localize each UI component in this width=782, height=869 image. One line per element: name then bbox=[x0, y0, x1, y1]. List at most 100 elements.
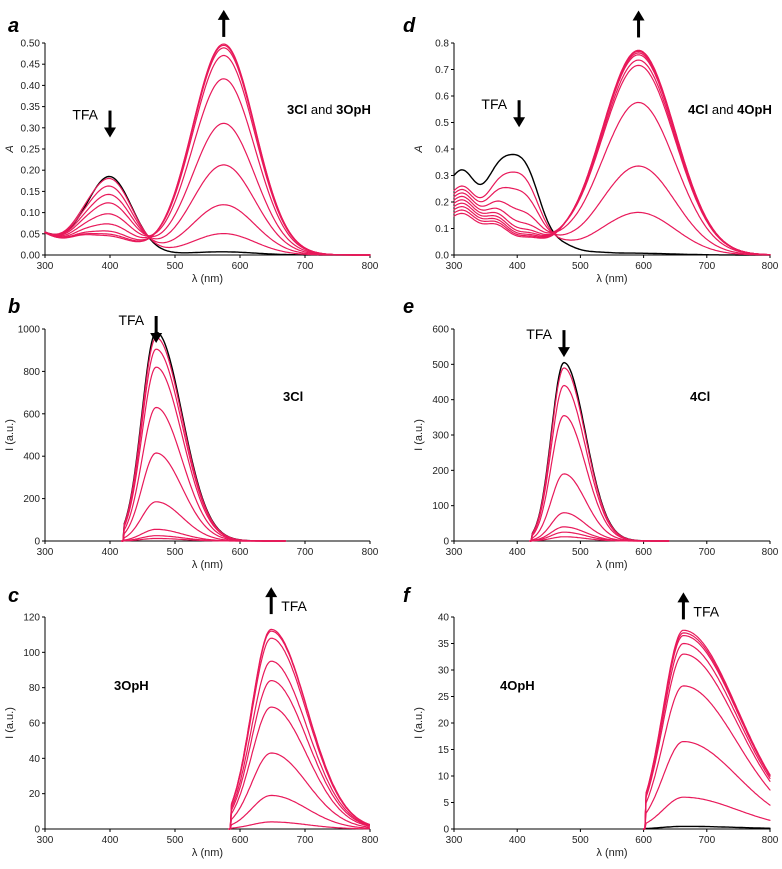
series-f-4 bbox=[643, 653, 771, 830]
series-f-8 bbox=[643, 629, 771, 830]
y-tick-label: 0.5 bbox=[435, 118, 449, 129]
y-tick-label: 0.35 bbox=[21, 102, 41, 113]
x-tick-label: 300 bbox=[37, 547, 54, 558]
series-c-5 bbox=[228, 680, 370, 830]
x-axis-title: λ (nm) bbox=[596, 273, 627, 285]
tfa-arrow-up bbox=[632, 10, 645, 38]
x-tick-label: 600 bbox=[232, 547, 249, 558]
series-b-5 bbox=[121, 452, 287, 542]
x-tick-label: 800 bbox=[762, 835, 779, 846]
series-a-6 bbox=[44, 54, 371, 256]
y-tick-label: 0.20 bbox=[21, 166, 41, 177]
y-tick-label: 30 bbox=[438, 666, 450, 677]
y-tick-label: 0.05 bbox=[21, 229, 41, 240]
series-c-4 bbox=[228, 706, 370, 830]
x-tick-label: 700 bbox=[698, 261, 715, 272]
y-tick-label: 0.40 bbox=[21, 81, 41, 92]
x-tick-label: 300 bbox=[446, 835, 463, 846]
series-c-9 bbox=[228, 628, 370, 830]
y-tick-label: 0.0 bbox=[435, 251, 449, 262]
x-tick-label: 500 bbox=[572, 835, 589, 846]
tfa-label: TFA bbox=[526, 326, 552, 342]
tfa-label: TFA bbox=[481, 96, 507, 112]
series-a-8 bbox=[44, 44, 371, 256]
x-axis-title: λ (nm) bbox=[596, 559, 627, 571]
x-tick-label: 700 bbox=[698, 835, 715, 846]
tfa-arrow-down bbox=[104, 110, 116, 138]
x-tick-label: 300 bbox=[446, 261, 463, 272]
series-d-8 bbox=[453, 50, 771, 256]
tfa-arrow-up bbox=[265, 587, 278, 615]
series-d-2 bbox=[453, 165, 771, 256]
panel-d: d 300 400 500 600 700 800 0.0 0.1 0.2 0.3 0.4 0.5 0.6… bbox=[403, 10, 779, 285]
panel-letter: c bbox=[8, 585, 19, 607]
x-tick-label: 600 bbox=[635, 261, 652, 272]
y-tick-label: 800 bbox=[23, 367, 40, 378]
tfa-arrow-down bbox=[513, 100, 526, 128]
y-tick-label: 0.00 bbox=[21, 251, 41, 262]
y-tick-label: 20 bbox=[29, 789, 41, 800]
series-d-0 bbox=[453, 153, 771, 256]
x-tick-label: 800 bbox=[362, 261, 379, 272]
panel-letter: b bbox=[8, 296, 20, 318]
y-tick-label: 300 bbox=[432, 431, 449, 442]
x-tick-label: 800 bbox=[362, 835, 379, 846]
y-tick-label: 40 bbox=[29, 754, 41, 765]
y-tick-label: 0.50 bbox=[21, 39, 41, 50]
y-tick-label: 600 bbox=[432, 325, 449, 336]
series-a-2 bbox=[44, 185, 371, 256]
series-d-3 bbox=[453, 101, 771, 256]
panel-e: e 300 400 500 600 700 800 0 100 200 300 400 500 600 λ … bbox=[403, 296, 779, 571]
y-tick-label: 0.4 bbox=[435, 145, 449, 156]
x-axis-title: λ (nm) bbox=[192, 847, 223, 859]
y-tick-label: 0.1 bbox=[435, 224, 449, 235]
series-a-9 bbox=[44, 43, 371, 256]
y-tick-label: 5 bbox=[443, 798, 449, 809]
x-tick-label: 600 bbox=[232, 835, 249, 846]
x-tick-label: 700 bbox=[297, 261, 314, 272]
tfa-arrow-down bbox=[150, 316, 163, 343]
y-tick-label: 120 bbox=[23, 613, 40, 624]
x-tick-label: 400 bbox=[102, 547, 119, 558]
y-tick-label: 400 bbox=[23, 452, 40, 463]
y-tick-label: 0.25 bbox=[21, 145, 41, 156]
y-tick-label: 0.2 bbox=[435, 198, 449, 209]
y-tick-label: 0.30 bbox=[21, 123, 41, 134]
series-c-2 bbox=[228, 794, 370, 830]
y-tick-label: 0 bbox=[443, 825, 449, 836]
x-tick-label: 500 bbox=[167, 547, 184, 558]
y-tick-label: 0.15 bbox=[21, 187, 41, 198]
y-axis-title: A bbox=[4, 145, 16, 153]
series-d-9 bbox=[453, 49, 771, 256]
compound-label: 4Cl bbox=[690, 389, 710, 404]
compound-label: 4OpH bbox=[500, 678, 535, 693]
y-tick-label: 60 bbox=[29, 719, 41, 730]
compound-label: 3OpH bbox=[114, 678, 149, 693]
series-d-1 bbox=[453, 171, 771, 256]
x-tick-label: 700 bbox=[297, 547, 314, 558]
compound-label: 3Cl and 3OpH bbox=[287, 102, 371, 117]
y-tick-label: 200 bbox=[23, 494, 40, 505]
y-tick-label: 0.3 bbox=[435, 171, 449, 182]
y-tick-label: 20 bbox=[438, 719, 450, 730]
y-tick-label: 500 bbox=[432, 360, 449, 371]
x-tick-label: 700 bbox=[297, 835, 314, 846]
x-tick-label: 400 bbox=[509, 547, 526, 558]
tfa-label: TFA bbox=[693, 603, 719, 619]
series-e-2 bbox=[529, 384, 670, 542]
tfa-arrow-up bbox=[677, 592, 690, 620]
panel-letter: e bbox=[403, 296, 414, 318]
x-axis-title: λ (nm) bbox=[192, 559, 223, 571]
y-tick-label: 40 bbox=[438, 613, 450, 624]
series-f-3 bbox=[643, 685, 771, 830]
panel-f: f 300 400 500 600 700 800 0 5 10 15 20 25 30 35 40 λ (nm… bbox=[403, 585, 779, 859]
panel-a: a 300 400 500 600 700 800 0.00 0.05 0.10 0.15 0.20 0… bbox=[4, 9, 379, 285]
y-tick-label: 0 bbox=[34, 537, 40, 548]
x-tick-label: 300 bbox=[446, 547, 463, 558]
series-c-1 bbox=[228, 821, 370, 830]
y-tick-label: 100 bbox=[432, 501, 449, 512]
x-tick-label: 500 bbox=[167, 835, 184, 846]
x-tick-label: 600 bbox=[635, 547, 652, 558]
series-d-5 bbox=[453, 59, 771, 256]
